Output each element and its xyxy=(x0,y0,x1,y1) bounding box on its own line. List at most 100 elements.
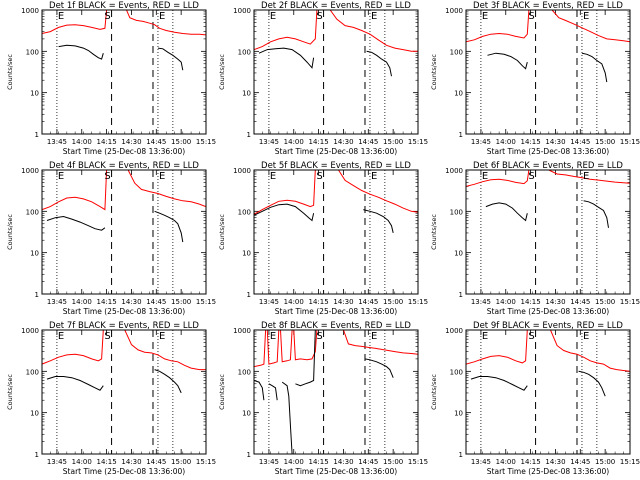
x-tick-label: 14:00 xyxy=(284,298,304,306)
y-tick-label: 100 xyxy=(26,368,39,376)
x-axis-label: Start Time (25-Dec-08 13:36:00) xyxy=(275,147,397,156)
x-tick-label: 14:45 xyxy=(146,298,166,306)
series-line-lld xyxy=(338,170,418,213)
event-marker-e: E xyxy=(482,11,488,22)
series-line-events xyxy=(254,203,315,222)
x-tick-label: 15:00 xyxy=(383,298,403,306)
y-tick-label: 1000 xyxy=(233,327,251,335)
y-tick-label: 1 xyxy=(459,451,463,459)
event-marker-s: S xyxy=(104,331,110,342)
y-tick-label: 10 xyxy=(242,410,251,418)
y-tick-label: 1000 xyxy=(233,7,251,15)
series-line-events xyxy=(295,330,316,387)
x-tick-label: 15:15 xyxy=(620,138,640,146)
x-tick-label: 15:00 xyxy=(171,458,191,466)
series-line-events xyxy=(581,52,608,83)
x-tick-label: 15:00 xyxy=(595,298,615,306)
plot-frame xyxy=(465,9,631,135)
x-tick-label: 14:45 xyxy=(570,138,590,146)
y-tick-label: 10 xyxy=(242,250,251,258)
x-tick-label: 13:45 xyxy=(47,138,67,146)
chart-title: Det 2f BLACK = Events, RED = LLD xyxy=(261,1,411,11)
y-tick-label: 10 xyxy=(30,250,39,258)
plot-frame xyxy=(41,9,207,135)
series-line-lld xyxy=(550,330,630,372)
plot-frame xyxy=(41,169,207,295)
chart-title: Det 6f BLACK = Events, RED = LLD xyxy=(473,161,623,171)
x-tick-label: 14:15 xyxy=(97,298,117,306)
y-tick-label: 1 xyxy=(247,451,251,459)
y-tick-label: 10 xyxy=(454,90,463,98)
series-line-lld xyxy=(42,10,108,34)
event-marker-s: S xyxy=(316,331,322,342)
event-marker-e: E xyxy=(482,171,488,182)
x-tick-label: 13:45 xyxy=(259,298,279,306)
y-tick-label: 1 xyxy=(459,291,463,299)
y-axis-label: Counts/sec xyxy=(430,374,438,410)
x-tick-label: 14:30 xyxy=(121,298,141,306)
event-marker-e: E xyxy=(583,171,589,182)
x-tick-label: 14:30 xyxy=(121,458,141,466)
y-axis-label: Counts/sec xyxy=(218,374,226,410)
x-tick-label: 13:45 xyxy=(47,298,67,306)
event-marker-e: E xyxy=(371,11,377,22)
event-marker-e: E xyxy=(583,11,589,22)
x-tick-label: 15:00 xyxy=(171,298,191,306)
event-marker-e: E xyxy=(58,171,64,182)
x-axis-label: Start Time (25-Dec-08 13:36:00) xyxy=(275,307,397,316)
x-axis-label: Start Time (25-Dec-08 13:36:00) xyxy=(63,307,185,316)
series-line-events xyxy=(487,52,528,70)
chart-title: Det 9f BLACK = Events, RED = LLD xyxy=(473,321,623,331)
y-tick-label: 1 xyxy=(35,131,39,139)
x-tick-label: 15:00 xyxy=(595,138,615,146)
series-line-lld xyxy=(548,170,630,184)
y-axis-label: Counts/sec xyxy=(430,214,438,250)
chart-title: Det 1f BLACK = Events, RED = LLD xyxy=(49,1,199,11)
series-group xyxy=(254,10,418,77)
event-marker-e: E xyxy=(159,331,165,342)
event-marker-s: S xyxy=(528,171,534,182)
y-tick-label: 1000 xyxy=(445,167,463,175)
chart-title: Det 5f BLACK = Events, RED = LLD xyxy=(261,161,411,171)
x-tick-label: 15:00 xyxy=(595,458,615,466)
x-tick-label: 15:15 xyxy=(408,138,428,146)
y-tick-label: 10 xyxy=(30,410,39,418)
series-group xyxy=(254,330,418,454)
chart-title: Det 7f BLACK = Events, RED = LLD xyxy=(49,321,199,331)
event-marker-s: S xyxy=(316,171,322,182)
series-line-events xyxy=(268,383,278,401)
chart-title: Det 4f BLACK = Events, RED = LLD xyxy=(49,161,199,171)
series-line-events xyxy=(363,209,394,234)
x-tick-label: 14:15 xyxy=(309,298,329,306)
y-axis-label: Counts/sec xyxy=(6,54,14,90)
plot-frame xyxy=(41,329,207,455)
series-line-events xyxy=(154,369,182,394)
x-axis-label: Start Time (25-Dec-08 13:36:00) xyxy=(63,467,185,476)
series-line-events xyxy=(154,210,184,243)
chart-panel-2: Det 2f BLACK = Events, RED = LLD Counts/s… xyxy=(218,1,428,156)
chart-panel-5: Det 5f BLACK = Events, RED = LLD Counts/s… xyxy=(218,161,428,316)
event-marker-s: S xyxy=(316,11,322,22)
series-line-lld xyxy=(254,170,316,215)
event-marker-e: E xyxy=(270,11,276,22)
series-line-events xyxy=(157,47,184,71)
y-tick-label: 1 xyxy=(247,291,251,299)
series-line-events xyxy=(58,44,104,60)
chart-title: Det 3f BLACK = Events, RED = LLD xyxy=(473,1,623,11)
chart-panel-3: Det 3f BLACK = Events, RED = LLD Counts/s… xyxy=(430,1,640,156)
event-marker-e: E xyxy=(482,331,488,342)
y-tick-label: 1 xyxy=(35,291,39,299)
x-tick-label: 14:00 xyxy=(496,298,516,306)
event-marker-e: E xyxy=(270,171,276,182)
y-tick-label: 100 xyxy=(450,368,463,376)
series-line-lld xyxy=(42,330,104,365)
y-tick-label: 100 xyxy=(26,208,39,216)
x-tick-label: 14:30 xyxy=(545,138,565,146)
x-tick-label: 13:45 xyxy=(259,138,279,146)
series-line-events xyxy=(485,202,528,222)
y-tick-label: 100 xyxy=(450,208,463,216)
x-tick-label: 15:15 xyxy=(620,458,640,466)
series-line-events xyxy=(364,358,394,378)
series-line-lld xyxy=(124,330,206,371)
